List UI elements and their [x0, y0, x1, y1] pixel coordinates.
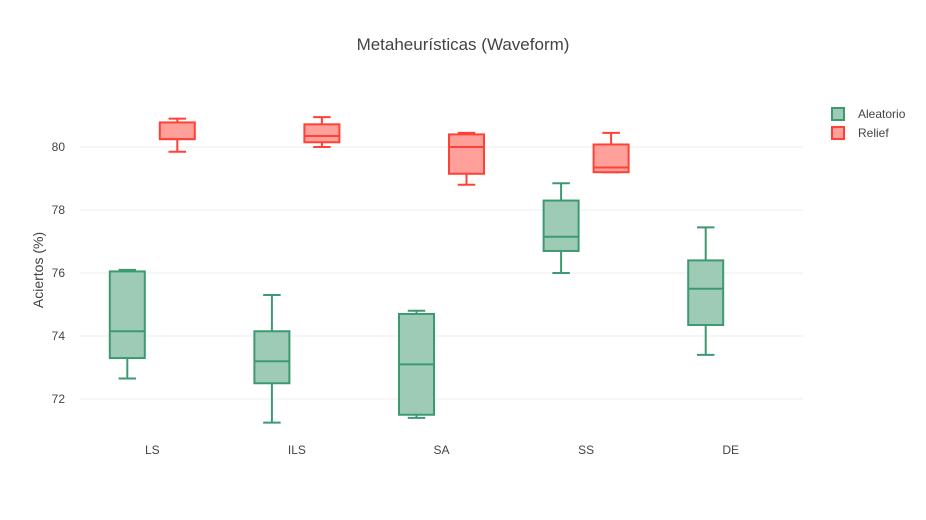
- box-iqr: [158, 121, 196, 141]
- series-aleatorio: [108, 182, 725, 424]
- y-axis-title: Aciertos (%): [30, 232, 46, 308]
- box-ils-relief[interactable]: [303, 116, 341, 148]
- box-iqr: [303, 123, 341, 144]
- series-relief: [158, 116, 630, 186]
- box-sa-relief[interactable]: [448, 131, 485, 186]
- x-tick-label: LS: [145, 443, 160, 457]
- y-tick-label: 74: [52, 329, 66, 343]
- chart-title: Metaheurísticas (Waveform): [357, 35, 570, 54]
- box-ss-aleatorio[interactable]: [542, 182, 580, 274]
- x-tick-label: DE: [722, 443, 739, 457]
- legend-label: Aleatorio: [858, 107, 906, 121]
- x-tick-label: SA: [433, 443, 449, 457]
- y-axis-ticks: 72 74 76 78 80: [52, 140, 66, 406]
- x-tick-label: SS: [578, 443, 594, 457]
- box-ss-relief[interactable]: [592, 131, 630, 174]
- legend-item-relief[interactable]: Relief: [831, 126, 889, 140]
- box-iqr: [253, 330, 291, 385]
- legend-swatch: [831, 126, 845, 140]
- box-iqr: [448, 133, 485, 175]
- legend-label: Relief: [858, 126, 889, 140]
- y-tick-label: 72: [52, 392, 66, 406]
- box-de-aleatorio[interactable]: [687, 226, 725, 356]
- box-ils-aleatorio[interactable]: [253, 294, 291, 424]
- box-iqr: [542, 199, 580, 252]
- y-tick-label: 76: [52, 266, 66, 280]
- box-iqr: [687, 259, 725, 326]
- box-sa-aleatorio[interactable]: [398, 309, 435, 419]
- box-ls-relief[interactable]: [158, 117, 196, 153]
- legend-swatch: [831, 107, 845, 121]
- legend[interactable]: Aleatorio Relief: [831, 107, 906, 140]
- y-tick-label: 80: [52, 140, 66, 154]
- grid-lines: [80, 146, 803, 400]
- x-axis-ticks: LS ILS SA SS DE: [145, 443, 739, 457]
- y-tick-label: 78: [52, 203, 66, 217]
- box-ls-aleatorio[interactable]: [108, 268, 146, 380]
- box-iqr: [108, 270, 146, 360]
- x-tick-label: ILS: [288, 443, 306, 457]
- box-series: [108, 116, 725, 424]
- legend-item-aleatorio[interactable]: Aleatorio: [831, 107, 906, 121]
